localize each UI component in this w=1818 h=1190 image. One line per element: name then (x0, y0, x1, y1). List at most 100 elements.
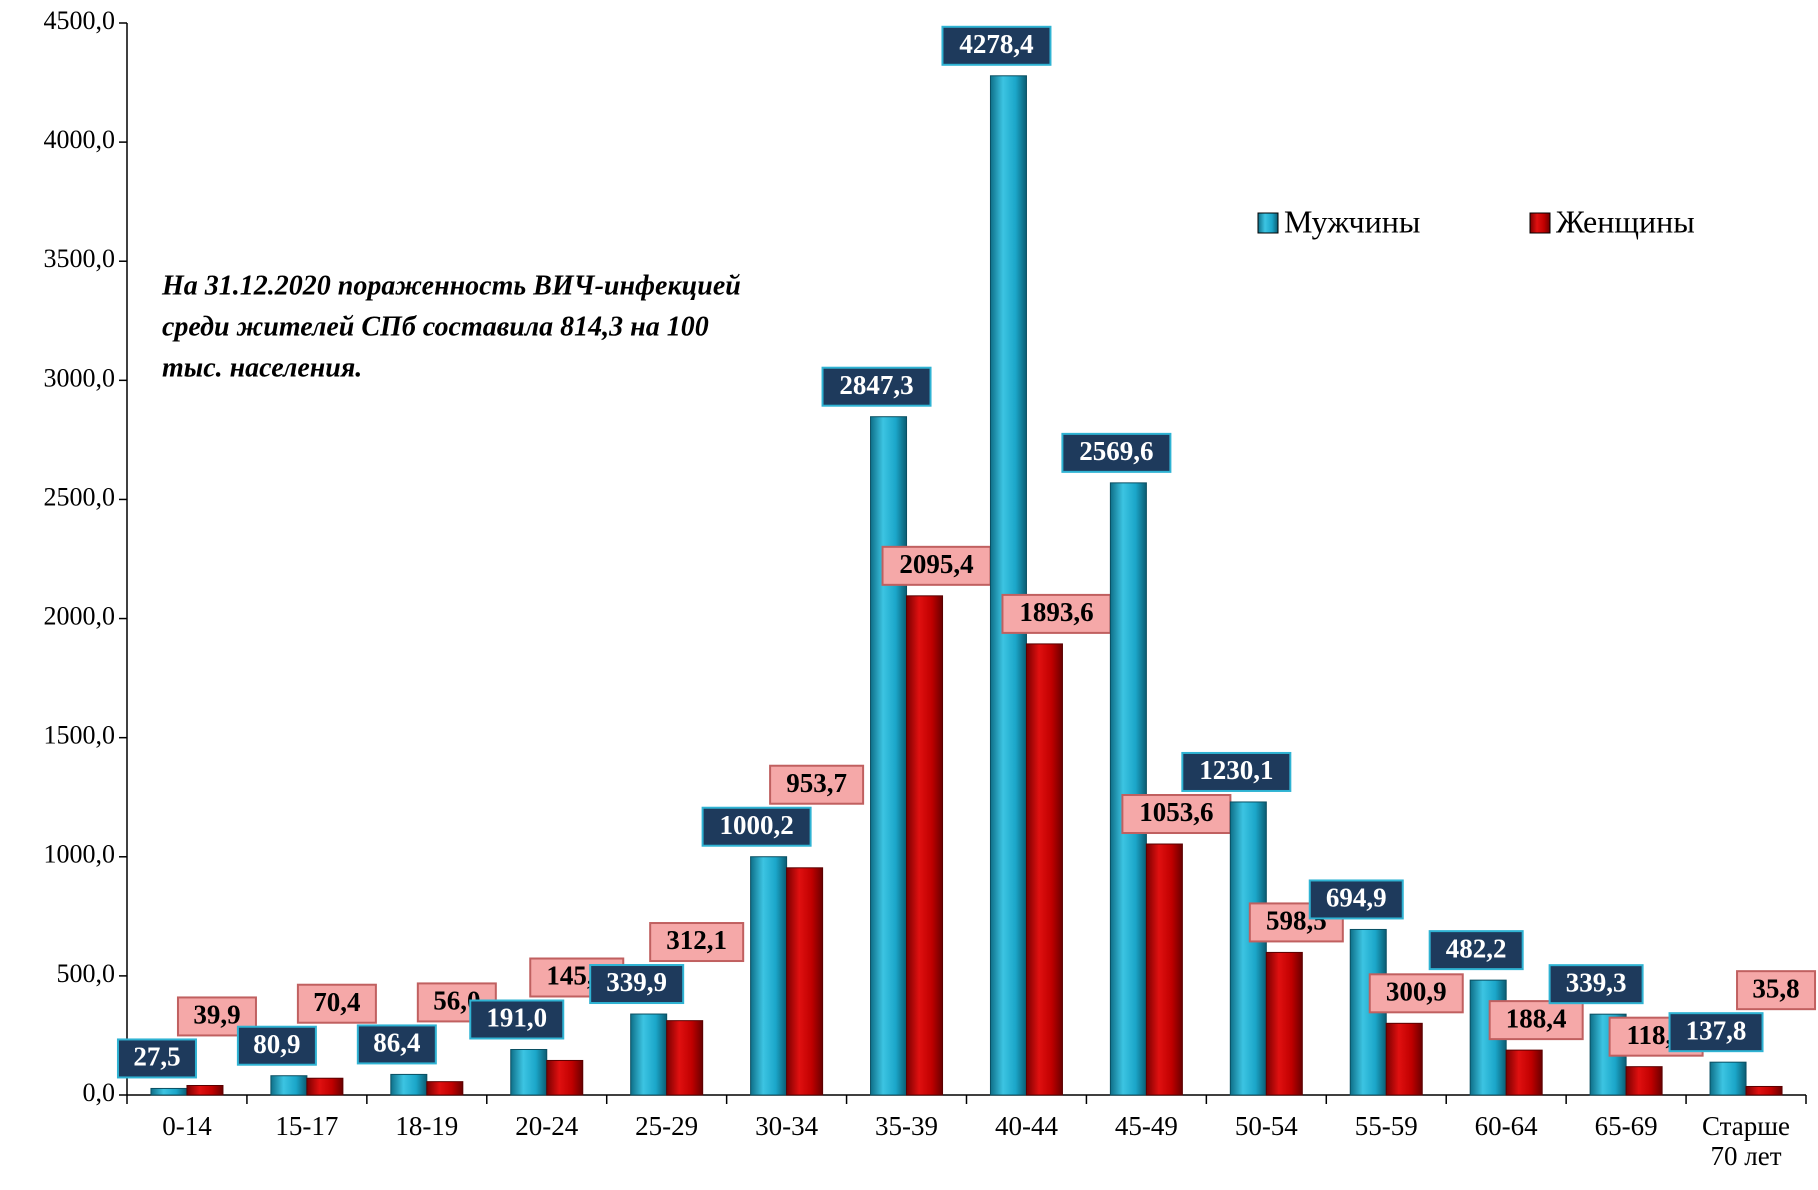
bar (989, 75, 1027, 1096)
value-label-box (1368, 973, 1464, 1014)
value-label: 35,8 (1752, 973, 1799, 1003)
value-label-box (1181, 751, 1292, 792)
value-label: 137,8 (1686, 1015, 1747, 1045)
annotation: На 31.12.2020 пораженность ВИЧ-инфекцией (161, 270, 741, 301)
value-label-box (236, 1025, 317, 1066)
bar (426, 1081, 464, 1096)
value-label-box (1121, 794, 1232, 835)
value-label: 953,7 (786, 768, 847, 798)
x-tick-label: 60-64 (1474, 1111, 1538, 1141)
legend-label: Мужчины (1284, 203, 1420, 239)
x-tick-label: 18-19 (395, 1111, 459, 1141)
bar (1265, 951, 1303, 1096)
y-tick-label: 2000,0 (44, 602, 116, 631)
x-tick-label: 25-29 (635, 1111, 699, 1141)
y-tick-label: 4000,0 (44, 125, 116, 154)
value-label-box (296, 983, 377, 1024)
value-label: 1000,2 (719, 810, 793, 840)
value-label-box (649, 922, 745, 963)
value-label: 80,9 (253, 1029, 300, 1059)
value-label-box (701, 806, 812, 847)
value-label-box (1001, 593, 1112, 634)
x-tick-label: 20-24 (515, 1111, 579, 1141)
legend-label: Женщины (1556, 203, 1695, 239)
y-tick-label: 3000,0 (44, 363, 116, 392)
bar (1709, 1061, 1747, 1096)
y-tick-label: 3500,0 (44, 244, 116, 273)
y-tick-label: 0,0 (83, 1078, 116, 1107)
value-label: 1230,1 (1199, 755, 1273, 785)
x-tick-label: 45-49 (1114, 1111, 1178, 1141)
annotation: среди жителей СПб составила 814,3 на 100 (162, 311, 709, 342)
value-label-box (1736, 970, 1817, 1011)
value-label: 2095,4 (899, 549, 973, 579)
value-label: 4278,4 (959, 29, 1033, 59)
x-tick-label: 0-14 (162, 1111, 212, 1141)
bar (1505, 1049, 1543, 1096)
annotation: тыс. населения. (162, 352, 362, 383)
x-tick-label: 50-54 (1234, 1111, 1298, 1141)
legend-swatch (1257, 212, 1279, 234)
value-label: 188,4 (1506, 1003, 1567, 1033)
bar (1625, 1066, 1663, 1096)
value-label: 2847,3 (839, 370, 913, 400)
value-label-box (1668, 1012, 1764, 1053)
x-tick-label: 55-59 (1354, 1111, 1418, 1141)
value-label: 86,4 (373, 1028, 420, 1058)
bar (1109, 482, 1147, 1096)
bar (270, 1075, 308, 1096)
value-label-box (589, 964, 685, 1005)
value-label: 482,2 (1446, 933, 1507, 963)
value-label: 1893,6 (1019, 597, 1093, 627)
y-tick-label: 2500,0 (44, 482, 116, 511)
value-label-box (941, 25, 1052, 66)
value-label-box (356, 1024, 437, 1065)
bar (630, 1013, 668, 1096)
bar (390, 1073, 428, 1096)
bar (1229, 801, 1267, 1096)
value-label-box (1308, 879, 1404, 920)
value-label: 70,4 (313, 987, 360, 1017)
value-label-box (176, 996, 257, 1037)
x-tick-label: Старше 70 лет (1702, 1111, 1791, 1171)
value-label: 339,9 (606, 967, 667, 997)
value-label-box (1488, 1000, 1584, 1041)
bar (1025, 643, 1063, 1096)
bar (906, 595, 944, 1096)
bar (1145, 843, 1183, 1096)
bar (306, 1077, 344, 1096)
x-tick-label: 65-69 (1594, 1111, 1658, 1141)
value-label: 312,1 (666, 925, 727, 955)
x-tick-label: 40-44 (994, 1111, 1058, 1141)
value-label: 1053,6 (1139, 797, 1213, 827)
y-tick-label: 1000,0 (44, 840, 116, 869)
bar (546, 1059, 584, 1096)
y-tick-label: 1500,0 (44, 721, 116, 750)
y-tick-label: 4500,0 (44, 6, 116, 35)
y-tick-label: 500,0 (57, 959, 116, 988)
value-label-box (469, 999, 565, 1040)
x-tick-label: 30-34 (755, 1111, 819, 1141)
bar (666, 1020, 704, 1096)
value-label: 300,9 (1386, 977, 1447, 1007)
bar (186, 1084, 224, 1096)
value-label-box (116, 1038, 197, 1079)
value-label-box (1428, 930, 1524, 971)
bar (750, 856, 788, 1096)
value-label: 2569,6 (1079, 436, 1153, 466)
value-label-box (821, 366, 932, 407)
value-label: 27,5 (133, 1042, 180, 1072)
value-label-box (1548, 964, 1644, 1005)
value-label-box (881, 545, 992, 586)
x-tick-label: 15-17 (275, 1111, 339, 1141)
value-label-box (769, 764, 865, 805)
bar (510, 1048, 548, 1096)
value-label-box (1061, 432, 1172, 473)
bar (1745, 1085, 1783, 1096)
value-label: 694,9 (1326, 883, 1387, 913)
x-tick-label: 35-39 (875, 1111, 939, 1141)
bar (786, 867, 824, 1096)
value-label: 339,3 (1566, 967, 1627, 997)
